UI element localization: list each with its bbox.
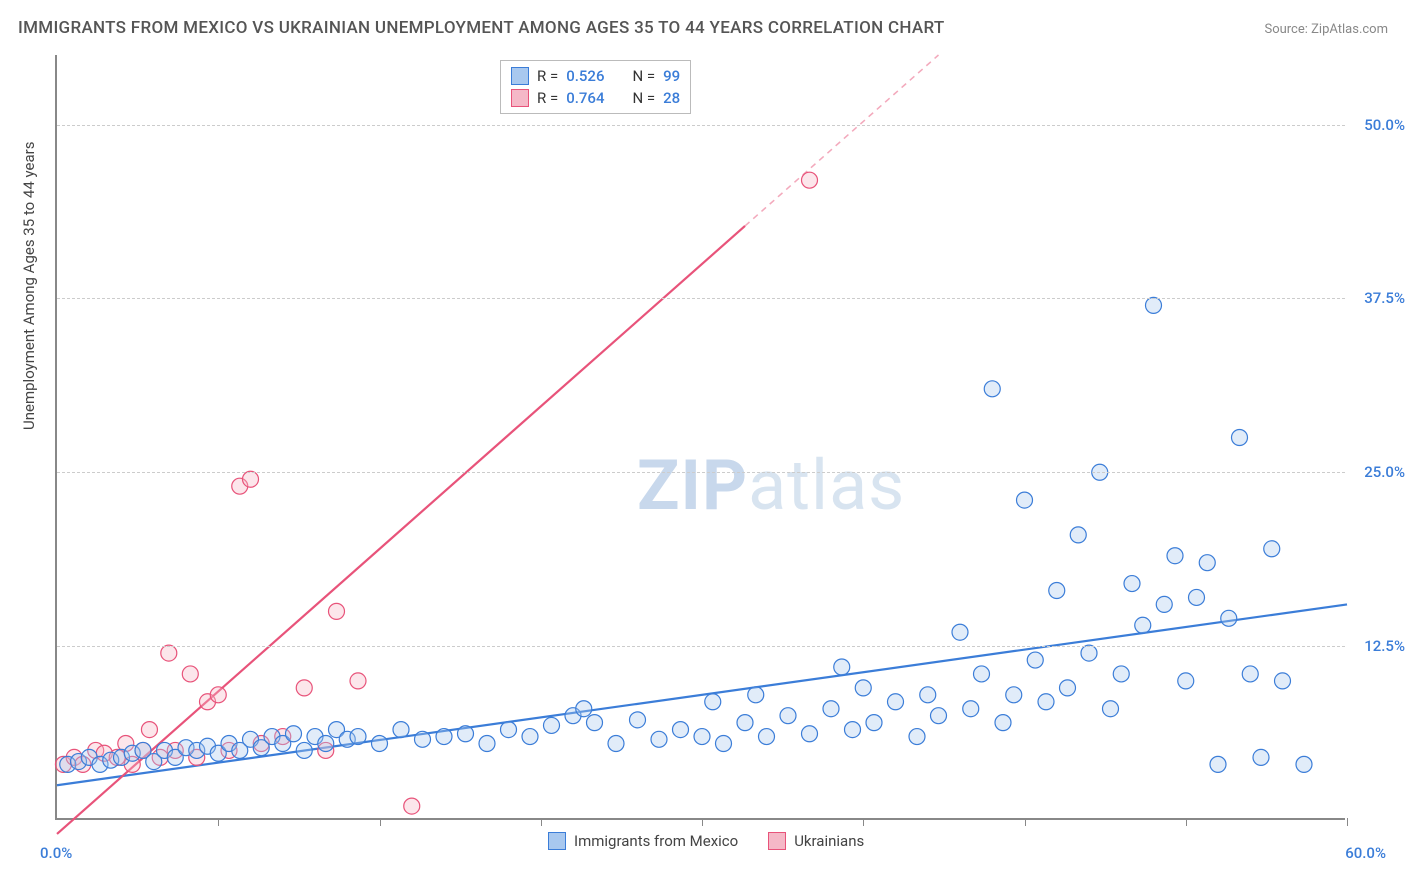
r-label-2: R =	[537, 89, 558, 107]
y-axis-label: Unemployment Among Ages 35 to 44 years	[20, 142, 38, 430]
y-gridline	[57, 298, 1345, 299]
r-label-1: R =	[537, 67, 558, 85]
legend-bottom-2: Ukrainians	[768, 832, 864, 850]
n-label-2: N =	[632, 89, 655, 107]
x-tick	[702, 818, 703, 826]
swatch-series1	[511, 67, 529, 85]
source-label: Source: ZipAtlas.com	[1264, 22, 1388, 37]
y-tick-label: 12.5%	[1364, 637, 1405, 655]
y-tick-label: 37.5%	[1364, 289, 1405, 307]
n-label-1: N =	[632, 67, 655, 85]
r-value-2: 0.764	[566, 89, 604, 107]
swatch-series2	[511, 89, 529, 107]
r-value-1: 0.526	[566, 67, 604, 85]
chart-title: IMMIGRANTS FROM MEXICO VS UKRAINIAN UNEM…	[18, 18, 945, 38]
legend-top-row-2: R = 0.764 N = 28	[511, 87, 680, 109]
swatch-bottom-1	[548, 832, 566, 850]
y-gridline	[57, 125, 1345, 126]
x-min-label: 0.0%	[40, 844, 72, 862]
x-tick	[218, 818, 219, 826]
x-tick	[541, 818, 542, 826]
y-gridline	[57, 646, 1345, 647]
legend-bottom-label-2: Ukrainians	[794, 832, 864, 850]
x-tick	[1186, 818, 1187, 826]
x-tick	[1347, 818, 1348, 826]
y-tick-label: 50.0%	[1364, 116, 1405, 134]
plot-area: ZIPatlas 12.5%25.0%37.5%50.0%	[55, 55, 1345, 820]
n-value-1: 99	[663, 67, 680, 85]
legend-top: R = 0.526 N = 99 R = 0.764 N = 28	[500, 60, 691, 114]
legend-bottom-label-1: Immigrants from Mexico	[574, 832, 738, 850]
y-gridline	[57, 472, 1345, 473]
legend-top-row-1: R = 0.526 N = 99	[511, 65, 680, 87]
swatch-bottom-2	[768, 832, 786, 850]
legend-bottom: Immigrants from Mexico Ukrainians	[540, 830, 872, 852]
legend-bottom-1: Immigrants from Mexico	[548, 832, 738, 850]
x-tick	[1025, 818, 1026, 826]
y-tick-label: 25.0%	[1364, 463, 1405, 481]
x-tick	[863, 818, 864, 826]
x-tick	[380, 818, 381, 826]
x-max-label: 60.0%	[1345, 844, 1386, 862]
chart-svg	[57, 55, 1345, 818]
n-value-2: 28	[663, 89, 680, 107]
